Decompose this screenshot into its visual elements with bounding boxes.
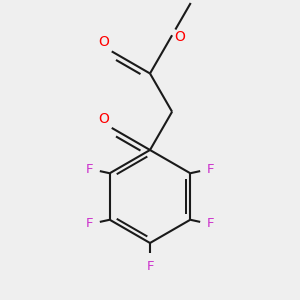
Text: O: O	[98, 35, 109, 49]
Text: F: F	[86, 163, 93, 176]
Text: F: F	[207, 217, 214, 230]
Text: F: F	[86, 217, 93, 230]
Text: F: F	[207, 163, 214, 176]
Text: O: O	[98, 112, 109, 125]
Text: O: O	[175, 30, 185, 44]
Text: F: F	[146, 260, 154, 272]
